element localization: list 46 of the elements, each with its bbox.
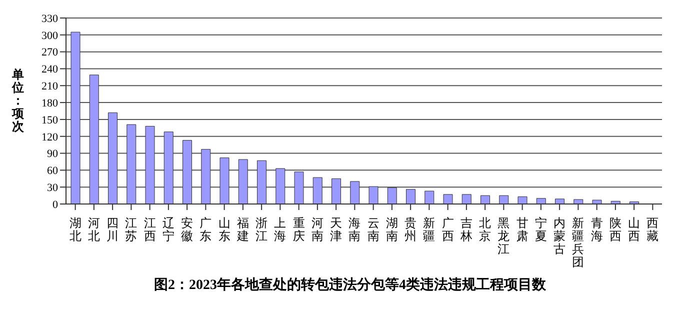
text: 图2：2023年各地查处的转包违法分包等4类违法违规工程项目数 xyxy=(153,276,547,294)
x-tick-label: 山东 xyxy=(218,216,230,243)
x-tick-label: 安徽 xyxy=(181,216,194,243)
x-tick-label: 福建 xyxy=(236,216,249,243)
x-tick-label: 宁夏 xyxy=(534,216,547,243)
x-tick-label: 甘肃 xyxy=(516,216,528,243)
x-tick-label: 陕西 xyxy=(609,216,622,243)
x-tick-label: 江苏 xyxy=(125,216,138,243)
x-tick-label: 黑龙江 xyxy=(498,216,510,256)
x-tick-label: 河南 xyxy=(311,216,324,243)
x-tick-label: 海南 xyxy=(348,216,361,243)
x-tick-label: 江西 xyxy=(144,216,156,243)
y-tick-label: 180 xyxy=(42,97,58,110)
y-tick-label: 60 xyxy=(47,165,58,178)
y-tick-label: 300 xyxy=(42,30,58,42)
x-tick-label: 重庆 xyxy=(292,216,305,243)
x-tick-label: 青海 xyxy=(590,216,603,243)
y-tick-label: 90 xyxy=(47,148,58,160)
x-tick-label: 新疆 xyxy=(423,216,436,243)
x-tick-label: 广东 xyxy=(200,216,212,243)
x-tick-label: 广西 xyxy=(442,216,454,243)
x-tick-label: 云南 xyxy=(367,216,380,243)
x-tick-label: 山西 xyxy=(628,216,640,243)
y-tick-label: 210 xyxy=(42,80,58,93)
x-tick-label: 内蒙古 xyxy=(554,216,566,256)
x-tick-label: 湖南 xyxy=(386,216,398,243)
x-tick-label: 湖北 xyxy=(69,216,82,243)
y-tick-label: 150 xyxy=(42,114,58,126)
y-tick-label: 330 xyxy=(42,12,58,25)
y-tick-label: 270 xyxy=(42,46,58,59)
x-tick-label: 西藏 xyxy=(646,216,659,243)
x-tick-label: 河北 xyxy=(88,216,100,243)
x-tick-label: 北京 xyxy=(479,216,492,243)
x-tick-label: 四川 xyxy=(106,216,119,243)
x-tick-label: 辽宁 xyxy=(162,216,174,243)
y-tick-label: 240 xyxy=(42,64,58,76)
x-tick-label: 新疆兵团 xyxy=(572,216,584,269)
y-tick-label: 0 xyxy=(52,198,58,211)
x-tick-label: 贵州 xyxy=(404,216,417,243)
x-tick-label: 上海 xyxy=(274,216,286,243)
y-tick-label: 120 xyxy=(42,131,58,144)
y-tick-label: 30 xyxy=(47,182,58,194)
x-tick-label: 吉林 xyxy=(459,216,472,243)
y-axis-title: 单位：项次 xyxy=(11,68,25,134)
x-tick-label: 天津 xyxy=(330,216,342,243)
x-tick-label: 浙江 xyxy=(256,216,268,243)
